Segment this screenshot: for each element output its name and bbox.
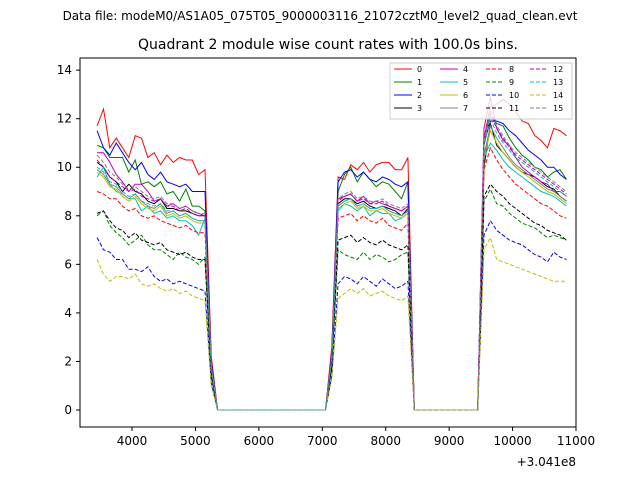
series-line-11 [96,183,567,411]
x-tick-label: 9000 [434,434,465,448]
series-line-15 [96,109,567,411]
legend-label-13: 13 [553,78,563,87]
x-offset-label: +3.041e8 [517,455,576,469]
legend-label-8: 8 [509,65,514,74]
y-tick-label: 12 [57,112,72,126]
y-tick-label: 2 [64,354,72,368]
series-line-9 [96,187,567,411]
plot-area: 4000 5000 6000 7000 8000 9000 10000 11000 0 2 4 6 8… [57,57,595,469]
x-tick-label: 4000 [117,434,148,448]
legend-box [389,62,573,120]
x-tick-label: 7000 [307,434,338,448]
x-tick-label: 5000 [180,434,211,448]
legend-label-3: 3 [417,104,422,113]
legend-label-0: 0 [417,65,422,74]
series-line-14 [96,236,567,411]
legend-label-5: 5 [463,78,468,87]
y-tick-label: 4 [64,306,72,320]
legend-label-15: 15 [553,104,563,113]
x-tick-label: 8000 [370,434,401,448]
series-layer [96,96,567,411]
legend-label-9: 9 [509,78,514,87]
legend-label-11: 11 [509,104,519,113]
legend-label-10: 10 [509,91,519,100]
y-tick-label: 14 [57,63,72,77]
legend-label-14: 14 [553,91,563,100]
series-line-10 [96,219,567,411]
x-tick-label: 11000 [557,434,595,448]
legend-label-6: 6 [463,91,468,100]
x-tick-label: 10000 [493,434,531,448]
y-axis: 0 2 4 6 8 10 12 14 [57,63,80,417]
legend-label-12: 12 [553,65,563,74]
legend-label-4: 4 [463,65,468,74]
y-tick-label: 6 [64,257,72,271]
x-tick-label: 6000 [244,434,275,448]
y-tick-label: 0 [64,403,72,417]
chart-title: Quadrant 2 module wise count rates with … [138,37,518,53]
axes-frame [79,57,577,428]
data-file-suptitle: Data file: modeM0/AS1A05_075T05_90000031… [63,9,578,23]
y-tick-label: 10 [57,160,72,174]
y-tick-label: 8 [64,209,72,223]
x-axis: 4000 5000 6000 7000 8000 9000 10000 11000 [117,427,595,448]
series-line-13 [96,117,567,411]
legend-label-1: 1 [417,78,422,87]
legend-label-7: 7 [463,104,468,113]
legend-label-2: 2 [417,91,422,100]
